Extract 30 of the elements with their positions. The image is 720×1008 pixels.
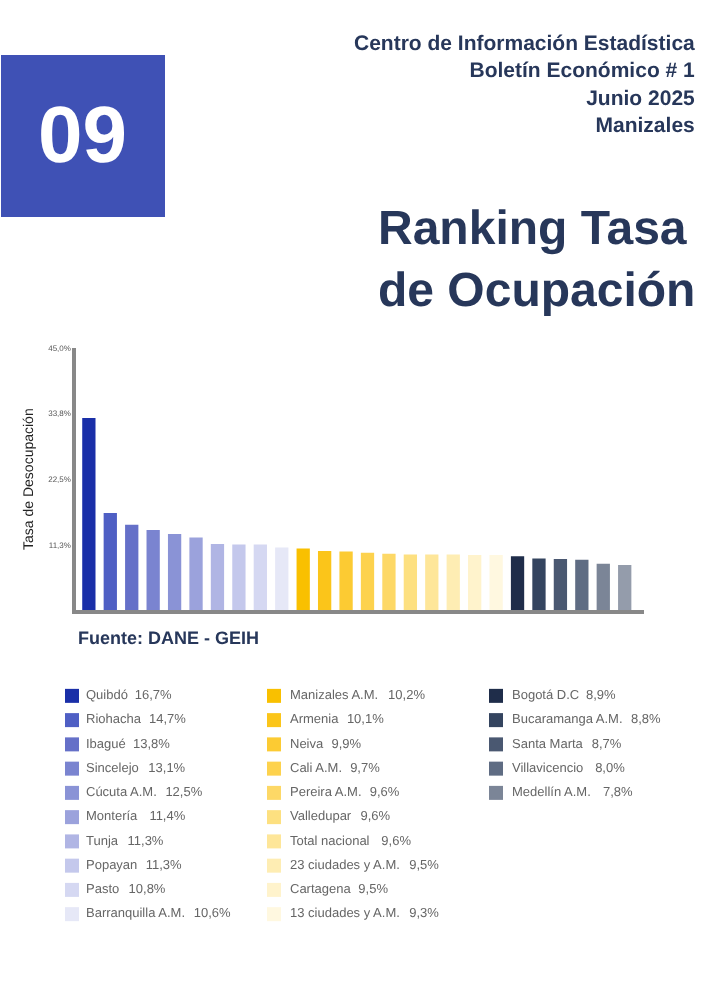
bar bbox=[125, 524, 139, 611]
bar bbox=[510, 556, 525, 611]
bar bbox=[167, 533, 182, 611]
bar bbox=[296, 548, 310, 611]
bar bbox=[317, 550, 332, 611]
bar bbox=[468, 554, 482, 611]
bar bbox=[532, 558, 546, 611]
chart-subtitle: Centro de Información Estadística Boletín Económico # 1 Junio 2025 Manizales bbox=[354, 32, 696, 138]
bar bbox=[382, 553, 396, 611]
bar bbox=[146, 529, 160, 611]
bar bbox=[446, 554, 460, 611]
bar bbox=[403, 554, 418, 611]
bar bbox=[489, 554, 503, 611]
bar bbox=[232, 544, 246, 611]
bar bbox=[575, 559, 589, 611]
bar bbox=[103, 512, 117, 611]
bar bbox=[189, 537, 203, 611]
bar bbox=[275, 547, 289, 611]
source-note: Fuente: DANE - GEIH bbox=[78, 628, 260, 648]
bar bbox=[596, 563, 610, 611]
bar bbox=[82, 417, 96, 611]
bar bbox=[425, 554, 439, 611]
bar bbox=[553, 559, 568, 611]
bar bbox=[339, 551, 353, 611]
bar bbox=[210, 543, 225, 611]
bar bbox=[618, 564, 632, 611]
text: 09 bbox=[38, 92, 127, 180]
bar bbox=[253, 544, 267, 611]
chart-title: Ranking Tasa de Ocupación bbox=[378, 202, 696, 319]
bar bbox=[360, 552, 375, 611]
